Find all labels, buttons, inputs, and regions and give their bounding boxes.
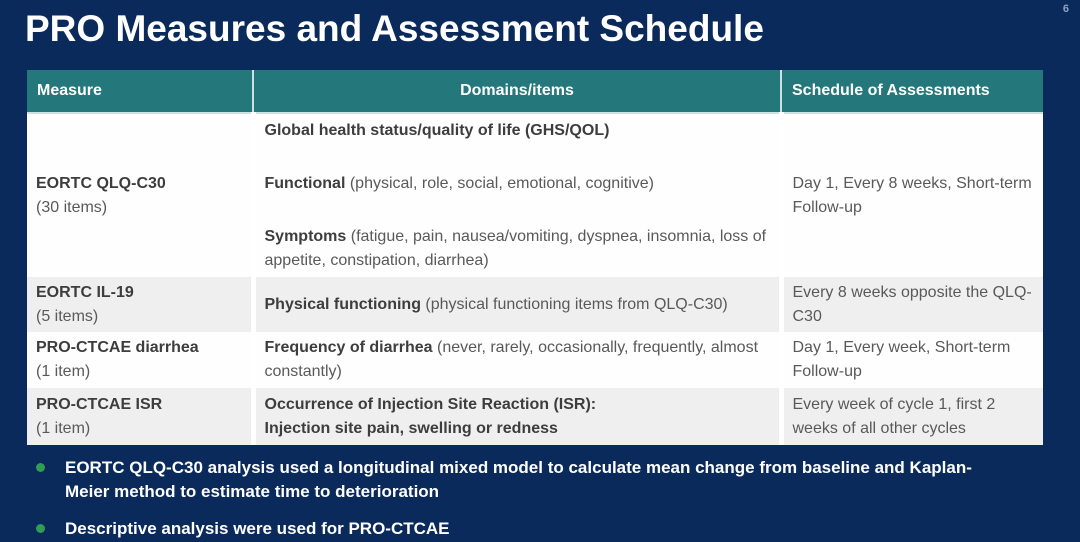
schedule-text: Day 1, Every week, Short-term Follow-up (792, 339, 1011, 380)
column-header-schedule: Schedule of Assessments (780, 70, 1043, 114)
schedule-cell: Every week of cycle 1, first 2 weeks of … (778, 388, 1043, 445)
column-header-domains: Domains/items (252, 70, 781, 114)
bullet-dot-icon (36, 524, 45, 533)
domain-entry: Functional (physical, role, social, emot… (264, 174, 654, 192)
measure-name: EORTC QLQ-C30 (36, 174, 166, 192)
domains-cell: Global health status/quality of life (GH… (250, 113, 781, 277)
measure-cell: PRO-CTCAE ISR (1 item) (27, 388, 253, 445)
pro-measures-table: Measure Domains/items Schedule of Assess… (27, 70, 1043, 445)
page-title: PRO Measures and Assessment Schedule (25, 8, 764, 49)
measure-cell: PRO-CTCAE diarrhea (1 item) (27, 332, 253, 388)
domains-cell: Physical functioning (physical functioni… (250, 277, 781, 332)
schedule-cell: Day 1, Every week, Short-term Follow-up (778, 332, 1043, 388)
domain-entry: Global health status/quality of life (GH… (264, 121, 610, 139)
domain-entry: Injection site pain, swelling or redness (264, 419, 558, 437)
schedule-text: Day 1, Every 8 weeks, Short-term Follow-… (792, 174, 1032, 216)
measure-item-count: (30 items) (36, 198, 108, 216)
domain-entry: Frequency of diarrhea (never, rarely, oc… (264, 339, 759, 380)
schedule-text: Every week of cycle 1, first 2 weeks of … (792, 395, 996, 437)
measure-name: PRO-CTCAE diarrhea (36, 339, 199, 356)
table-row: PRO-CTCAE ISR (1 item) Occurrence of Inj… (27, 388, 1043, 445)
schedule-text: Every 8 weeks opposite the QLQ-C30 (792, 283, 1032, 325)
footnote-bullet-list: EORTC QLQ-C30 analysis used a longitudin… (36, 456, 988, 541)
measure-item-count: (5 items) (36, 307, 99, 325)
schedule-cell: Every 8 weeks opposite the QLQ-C30 (778, 277, 1043, 332)
column-header-measure: Measure (27, 70, 253, 114)
table-row: PRO-CTCAE diarrhea (1 item) Frequency of… (27, 332, 1043, 388)
measure-cell: EORTC IL-19 (5 items) (27, 277, 253, 332)
schedule-cell: Day 1, Every 8 weeks, Short-term Follow-… (778, 113, 1043, 277)
measure-item-count: (1 item) (36, 419, 91, 437)
measure-cell: EORTC QLQ-C30 (30 items) (27, 113, 253, 277)
bullet-text: Descriptive analysis were used for PRO-C… (65, 519, 450, 538)
table-row: EORTC QLQ-C30 (30 items) Global health s… (27, 113, 1043, 277)
bullet-dot-icon (36, 463, 45, 472)
domain-entry: Symptoms (fatigue, pain, nausea/vomiting… (264, 227, 767, 269)
slide-number: 6 (1062, 3, 1069, 15)
domains-cell: Frequency of diarrhea (never, rarely, oc… (250, 332, 781, 388)
pro-measures-table-container: Measure Domains/items Schedule of Assess… (27, 70, 1043, 445)
domains-cell: Occurrence of Injection Site Reaction (I… (250, 388, 781, 445)
bullet-text: EORTC QLQ-C30 analysis used a longitudin… (65, 458, 972, 501)
list-item: EORTC QLQ-C30 analysis used a longitudin… (36, 456, 988, 504)
list-item: Descriptive analysis were used for PRO-C… (36, 517, 988, 541)
table-row: EORTC IL-19 (5 items) Physical functioni… (27, 277, 1043, 332)
measure-name: PRO-CTCAE ISR (36, 395, 163, 413)
domain-entry: Physical functioning (physical functioni… (264, 295, 728, 313)
measure-name: EORTC IL-19 (36, 283, 134, 301)
table-header-row: Measure Domains/items Schedule of Assess… (27, 70, 1043, 114)
domain-entry: Occurrence of Injection Site Reaction (I… (264, 395, 597, 413)
measure-item-count: (1 item) (36, 363, 91, 380)
